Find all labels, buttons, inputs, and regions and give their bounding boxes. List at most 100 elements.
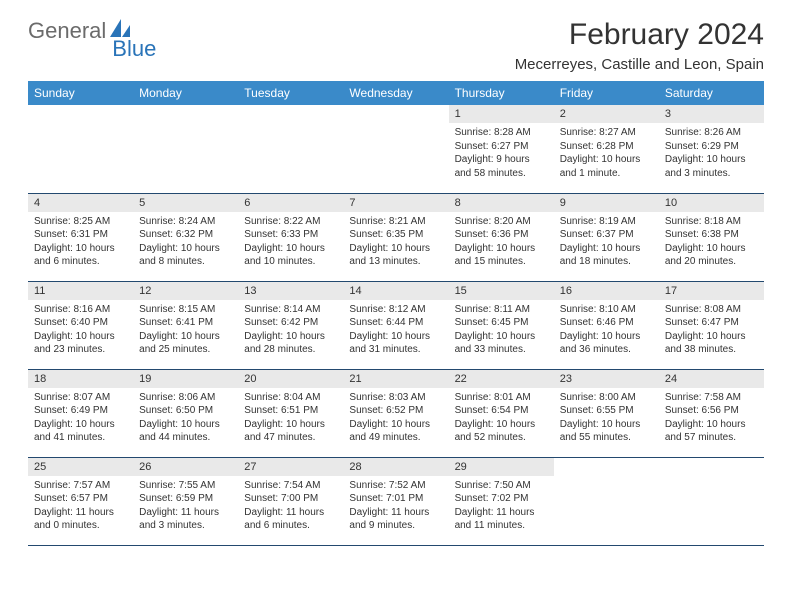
calendar-header-row: Sunday Monday Tuesday Wednesday Thursday…	[28, 81, 764, 105]
day-details: Sunrise: 7:58 AMSunset: 6:56 PMDaylight:…	[659, 388, 764, 449]
calendar-day-cell: 22Sunrise: 8:01 AMSunset: 6:54 PMDayligh…	[449, 369, 554, 457]
weekday-header: Saturday	[659, 81, 764, 105]
calendar-day-cell: 28Sunrise: 7:52 AMSunset: 7:01 PMDayligh…	[343, 457, 448, 545]
day-number: 20	[238, 370, 343, 388]
calendar-day-cell	[659, 457, 764, 545]
day-number: 18	[28, 370, 133, 388]
calendar-day-cell: 4Sunrise: 8:25 AMSunset: 6:31 PMDaylight…	[28, 193, 133, 281]
calendar-day-cell: 26Sunrise: 7:55 AMSunset: 6:59 PMDayligh…	[133, 457, 238, 545]
day-number: 21	[343, 370, 448, 388]
day-details: Sunrise: 8:03 AMSunset: 6:52 PMDaylight:…	[343, 388, 448, 449]
calendar-day-cell: 2Sunrise: 8:27 AMSunset: 6:28 PMDaylight…	[554, 105, 659, 193]
day-details: Sunrise: 8:25 AMSunset: 6:31 PMDaylight:…	[28, 212, 133, 273]
calendar-day-cell: 23Sunrise: 8:00 AMSunset: 6:55 PMDayligh…	[554, 369, 659, 457]
weekday-header: Tuesday	[238, 81, 343, 105]
calendar-day-cell: 8Sunrise: 8:20 AMSunset: 6:36 PMDaylight…	[449, 193, 554, 281]
weekday-header: Wednesday	[343, 81, 448, 105]
calendar-day-cell: 19Sunrise: 8:06 AMSunset: 6:50 PMDayligh…	[133, 369, 238, 457]
day-details: Sunrise: 8:16 AMSunset: 6:40 PMDaylight:…	[28, 300, 133, 361]
calendar-week-row: 4Sunrise: 8:25 AMSunset: 6:31 PMDaylight…	[28, 193, 764, 281]
calendar-day-cell: 29Sunrise: 7:50 AMSunset: 7:02 PMDayligh…	[449, 457, 554, 545]
day-details: Sunrise: 7:54 AMSunset: 7:00 PMDaylight:…	[238, 476, 343, 537]
day-number: 22	[449, 370, 554, 388]
calendar-day-cell: 1Sunrise: 8:28 AMSunset: 6:27 PMDaylight…	[449, 105, 554, 193]
weekday-header: Friday	[554, 81, 659, 105]
calendar-day-cell: 20Sunrise: 8:04 AMSunset: 6:51 PMDayligh…	[238, 369, 343, 457]
weekday-header: Monday	[133, 81, 238, 105]
day-number: 9	[554, 194, 659, 212]
calendar-day-cell	[133, 105, 238, 193]
day-details: Sunrise: 7:57 AMSunset: 6:57 PMDaylight:…	[28, 476, 133, 537]
day-number: 6	[238, 194, 343, 212]
day-details: Sunrise: 8:15 AMSunset: 6:41 PMDaylight:…	[133, 300, 238, 361]
calendar-day-cell	[343, 105, 448, 193]
logo-text-general: General	[28, 18, 106, 44]
calendar-day-cell: 5Sunrise: 8:24 AMSunset: 6:32 PMDaylight…	[133, 193, 238, 281]
day-number: 27	[238, 458, 343, 476]
day-details: Sunrise: 8:08 AMSunset: 6:47 PMDaylight:…	[659, 300, 764, 361]
day-number: 25	[28, 458, 133, 476]
calendar-day-cell: 21Sunrise: 8:03 AMSunset: 6:52 PMDayligh…	[343, 369, 448, 457]
month-title: February 2024	[515, 18, 764, 52]
day-number: 26	[133, 458, 238, 476]
calendar-day-cell: 7Sunrise: 8:21 AMSunset: 6:35 PMDaylight…	[343, 193, 448, 281]
day-number: 5	[133, 194, 238, 212]
calendar-day-cell: 25Sunrise: 7:57 AMSunset: 6:57 PMDayligh…	[28, 457, 133, 545]
day-details: Sunrise: 8:10 AMSunset: 6:46 PMDaylight:…	[554, 300, 659, 361]
day-number: 17	[659, 282, 764, 300]
day-details: Sunrise: 8:04 AMSunset: 6:51 PMDaylight:…	[238, 388, 343, 449]
calendar-day-cell: 3Sunrise: 8:26 AMSunset: 6:29 PMDaylight…	[659, 105, 764, 193]
calendar-week-row: 1Sunrise: 8:28 AMSunset: 6:27 PMDaylight…	[28, 105, 764, 193]
day-details: Sunrise: 8:28 AMSunset: 6:27 PMDaylight:…	[449, 123, 554, 184]
day-number: 15	[449, 282, 554, 300]
day-number: 19	[133, 370, 238, 388]
calendar-week-row: 25Sunrise: 7:57 AMSunset: 6:57 PMDayligh…	[28, 457, 764, 545]
day-number: 14	[343, 282, 448, 300]
calendar-day-cell	[554, 457, 659, 545]
day-number: 29	[449, 458, 554, 476]
day-number: 3	[659, 105, 764, 123]
calendar-day-cell: 17Sunrise: 8:08 AMSunset: 6:47 PMDayligh…	[659, 281, 764, 369]
header: General Blue February 2024 Mecerreyes, C…	[28, 18, 764, 73]
title-block: February 2024 Mecerreyes, Castille and L…	[515, 18, 764, 73]
calendar-day-cell: 12Sunrise: 8:15 AMSunset: 6:41 PMDayligh…	[133, 281, 238, 369]
calendar-day-cell: 16Sunrise: 8:10 AMSunset: 6:46 PMDayligh…	[554, 281, 659, 369]
calendar-day-cell	[28, 105, 133, 193]
day-details: Sunrise: 8:21 AMSunset: 6:35 PMDaylight:…	[343, 212, 448, 273]
calendar-day-cell	[238, 105, 343, 193]
calendar-day-cell: 27Sunrise: 7:54 AMSunset: 7:00 PMDayligh…	[238, 457, 343, 545]
location: Mecerreyes, Castille and Leon, Spain	[515, 56, 764, 73]
day-details: Sunrise: 7:52 AMSunset: 7:01 PMDaylight:…	[343, 476, 448, 537]
day-details: Sunrise: 8:18 AMSunset: 6:38 PMDaylight:…	[659, 212, 764, 273]
day-number: 12	[133, 282, 238, 300]
page: General Blue February 2024 Mecerreyes, C…	[0, 0, 792, 564]
calendar-day-cell: 9Sunrise: 8:19 AMSunset: 6:37 PMDaylight…	[554, 193, 659, 281]
calendar-day-cell: 24Sunrise: 7:58 AMSunset: 6:56 PMDayligh…	[659, 369, 764, 457]
day-number: 11	[28, 282, 133, 300]
calendar-day-cell: 18Sunrise: 8:07 AMSunset: 6:49 PMDayligh…	[28, 369, 133, 457]
day-number: 16	[554, 282, 659, 300]
day-number: 28	[343, 458, 448, 476]
calendar-day-cell: 13Sunrise: 8:14 AMSunset: 6:42 PMDayligh…	[238, 281, 343, 369]
calendar-day-cell: 14Sunrise: 8:12 AMSunset: 6:44 PMDayligh…	[343, 281, 448, 369]
day-details: Sunrise: 8:00 AMSunset: 6:55 PMDaylight:…	[554, 388, 659, 449]
calendar-week-row: 18Sunrise: 8:07 AMSunset: 6:49 PMDayligh…	[28, 369, 764, 457]
day-number: 24	[659, 370, 764, 388]
day-details: Sunrise: 8:22 AMSunset: 6:33 PMDaylight:…	[238, 212, 343, 273]
day-details: Sunrise: 8:20 AMSunset: 6:36 PMDaylight:…	[449, 212, 554, 273]
calendar-day-cell: 15Sunrise: 8:11 AMSunset: 6:45 PMDayligh…	[449, 281, 554, 369]
day-details: Sunrise: 8:01 AMSunset: 6:54 PMDaylight:…	[449, 388, 554, 449]
day-details: Sunrise: 8:12 AMSunset: 6:44 PMDaylight:…	[343, 300, 448, 361]
calendar-day-cell: 10Sunrise: 8:18 AMSunset: 6:38 PMDayligh…	[659, 193, 764, 281]
day-details: Sunrise: 8:24 AMSunset: 6:32 PMDaylight:…	[133, 212, 238, 273]
weekday-header: Sunday	[28, 81, 133, 105]
day-details: Sunrise: 8:19 AMSunset: 6:37 PMDaylight:…	[554, 212, 659, 273]
day-details: Sunrise: 8:11 AMSunset: 6:45 PMDaylight:…	[449, 300, 554, 361]
day-number: 7	[343, 194, 448, 212]
day-details: Sunrise: 8:27 AMSunset: 6:28 PMDaylight:…	[554, 123, 659, 184]
day-number: 10	[659, 194, 764, 212]
day-details: Sunrise: 8:06 AMSunset: 6:50 PMDaylight:…	[133, 388, 238, 449]
day-number: 1	[449, 105, 554, 123]
calendar-week-row: 11Sunrise: 8:16 AMSunset: 6:40 PMDayligh…	[28, 281, 764, 369]
calendar-body: 1Sunrise: 8:28 AMSunset: 6:27 PMDaylight…	[28, 105, 764, 545]
